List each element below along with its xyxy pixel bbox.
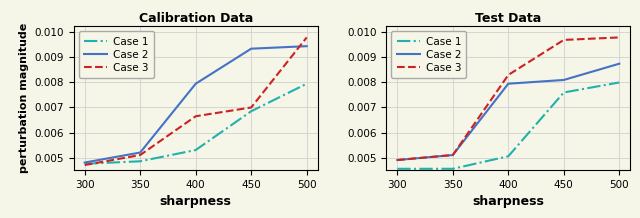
- X-axis label: sharpness: sharpness: [472, 195, 544, 208]
- Line: Case 3: Case 3: [84, 37, 307, 165]
- Case 1: [192, 149, 200, 151]
- Case 3: [616, 36, 623, 39]
- Case 1: [394, 167, 401, 170]
- Line: Case 3: Case 3: [397, 37, 620, 160]
- Case 1: [616, 81, 623, 84]
- Case 1: [449, 167, 456, 170]
- Case 3: [394, 159, 401, 161]
- Y-axis label: perturbation magnitude: perturbation magnitude: [19, 23, 29, 173]
- Case 2: [616, 62, 623, 65]
- Case 2: [449, 154, 456, 156]
- Case 3: [504, 74, 512, 76]
- Line: Case 1: Case 1: [397, 82, 620, 169]
- Case 3: [303, 36, 310, 39]
- Case 3: [136, 154, 144, 156]
- Case 1: [81, 162, 88, 165]
- Case 2: [81, 161, 88, 164]
- Case 3: [248, 106, 255, 109]
- Case 2: [303, 45, 310, 48]
- Case 2: [248, 47, 255, 50]
- Case 1: [248, 110, 255, 112]
- Case 1: [504, 155, 512, 158]
- Case 3: [560, 39, 568, 41]
- Case 2: [394, 159, 401, 161]
- Line: Case 2: Case 2: [397, 64, 620, 160]
- Case 3: [192, 115, 200, 118]
- Case 2: [504, 82, 512, 85]
- Case 1: [303, 82, 310, 85]
- Legend: Case 1, Case 2, Case 3: Case 1, Case 2, Case 3: [392, 31, 467, 78]
- Line: Case 1: Case 1: [84, 84, 307, 164]
- Case 1: [136, 160, 144, 163]
- Case 3: [449, 154, 456, 156]
- X-axis label: sharpness: sharpness: [160, 195, 232, 208]
- Case 2: [192, 82, 200, 85]
- Title: Test Data: Test Data: [475, 12, 541, 25]
- Title: Calibration Data: Calibration Data: [139, 12, 253, 25]
- Case 3: [81, 164, 88, 166]
- Legend: Case 1, Case 2, Case 3: Case 1, Case 2, Case 3: [79, 31, 154, 78]
- Case 1: [560, 91, 568, 94]
- Case 2: [560, 79, 568, 81]
- Line: Case 2: Case 2: [84, 46, 307, 163]
- Case 2: [136, 151, 144, 154]
